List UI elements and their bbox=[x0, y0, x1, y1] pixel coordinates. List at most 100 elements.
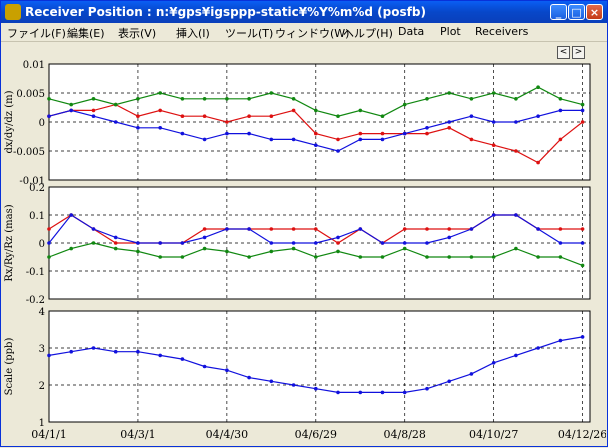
panel-2-series-2-point bbox=[536, 255, 540, 259]
panel-2-series-2-point bbox=[47, 255, 51, 259]
panel-2-series-3-point bbox=[425, 241, 429, 245]
panel-1-series-1-point bbox=[336, 137, 340, 142]
panel-1-series-2-point bbox=[113, 102, 118, 107]
panel-2-series-2-point bbox=[491, 255, 496, 259]
menu-insert[interactable]: 挿入(I) bbox=[176, 27, 210, 40]
panel-1-series-2-point bbox=[336, 114, 340, 118]
panel-1-series-2-point bbox=[380, 114, 385, 118]
menu-view[interactable]: 表示(V) bbox=[118, 27, 157, 40]
panel-1-series-1-point bbox=[558, 137, 563, 142]
panel-3-series-1-point bbox=[158, 353, 162, 358]
title-bar[interactable]: Receiver Position : n:¥gps¥igsppp-static… bbox=[1, 1, 607, 23]
minimize-button[interactable]: _ bbox=[550, 4, 567, 20]
panel-2-series-2-point bbox=[447, 255, 452, 259]
panel-2-series-1-point bbox=[580, 227, 585, 231]
panel-1-series-3-point bbox=[91, 114, 96, 118]
menu-edit[interactable]: 編集(E) bbox=[67, 27, 105, 40]
y-tick-label: 0 bbox=[39, 118, 45, 129]
panel-2-series-3-point bbox=[291, 241, 296, 245]
panel-2-series-3-point bbox=[491, 213, 496, 217]
panel-3-series-1-point bbox=[202, 364, 207, 369]
y-tick-label: 3 bbox=[39, 344, 45, 355]
y-tick-label: 0.01 bbox=[23, 60, 45, 71]
y-tick-label: 0.2 bbox=[29, 183, 45, 194]
panel-1-series-1-point bbox=[158, 108, 162, 113]
panel-1-series-1-point bbox=[269, 114, 274, 118]
menu-window[interactable]: ウィンドウ(W) bbox=[275, 27, 350, 40]
y-tick-label: 0 bbox=[39, 239, 45, 250]
panel-2-series-3-point bbox=[180, 241, 185, 245]
menu-file[interactable]: ファイル(F) bbox=[7, 27, 66, 40]
panel-3-series-1-point bbox=[269, 379, 274, 384]
panel-1-series-2-point bbox=[158, 91, 162, 95]
x-tick-label: 04/8/28 bbox=[384, 428, 426, 441]
panel-2-series-3-point bbox=[580, 241, 585, 245]
panel-2-series-1-point bbox=[202, 227, 207, 231]
menu-help[interactable]: ヘルプ(H) bbox=[343, 27, 393, 40]
menu-data[interactable]: Data bbox=[398, 25, 425, 38]
panel-1-series-2-point bbox=[425, 97, 429, 101]
panel-1-series-1-point bbox=[469, 137, 474, 142]
panel-2-series-3-point bbox=[514, 213, 518, 217]
panel-2-series-2-point bbox=[158, 255, 162, 259]
panel-2-series-2-point bbox=[314, 255, 318, 259]
prev-receiver-button[interactable]: < bbox=[557, 46, 570, 59]
panel-1-series-1-point bbox=[380, 131, 385, 136]
panel-3-series-1-point bbox=[336, 390, 340, 395]
panel-1-series-1-point bbox=[447, 126, 452, 130]
panel-1-series-3-point bbox=[158, 126, 162, 130]
panel-1-ylabel: dx/dy/dz (m) bbox=[4, 90, 15, 153]
panel-2-series-3-point bbox=[336, 235, 340, 240]
panel-2-ylabel: Rx/Ry/Rz (mas) bbox=[4, 204, 15, 281]
panel-1-series-2-point bbox=[69, 102, 73, 107]
panel-2-series-3-point bbox=[91, 227, 96, 231]
panel-1-series-2-point bbox=[580, 102, 585, 107]
maximize-button[interactable]: □ bbox=[568, 4, 585, 20]
panel-1-series-3-point bbox=[514, 120, 518, 124]
panel-1-series-3-point bbox=[469, 114, 474, 118]
y-tick-label: 2 bbox=[39, 381, 45, 392]
panel-1-series-1-point bbox=[536, 160, 540, 165]
panel-1-series-1-point bbox=[314, 131, 318, 136]
panel-2-series-3-point bbox=[225, 227, 229, 231]
panel-3-series-1-point bbox=[514, 353, 518, 358]
panel-3-series-1-point bbox=[469, 372, 474, 376]
menu-plot[interactable]: Plot bbox=[440, 25, 461, 38]
next-receiver-button[interactable]: > bbox=[572, 46, 585, 59]
panel-2-series-3-point bbox=[402, 241, 407, 245]
x-tick-label: 04/6/29 bbox=[295, 428, 337, 441]
panel-2-series-3-point bbox=[113, 235, 118, 240]
panel-2-series-2-point bbox=[225, 249, 229, 254]
panel-1-series-3-point bbox=[314, 143, 318, 147]
panel-1-series-1-point bbox=[91, 108, 96, 113]
menu-receivers[interactable]: Receivers bbox=[475, 25, 529, 38]
panel-1-series-3-point bbox=[580, 108, 585, 113]
window-title: Receiver Position : n:¥gps¥igsppp-static… bbox=[25, 5, 426, 19]
x-tick-label: 04/4/30 bbox=[206, 428, 248, 441]
panel-1-series-3-point bbox=[202, 137, 207, 142]
x-tick-label: 04/3/1 bbox=[120, 428, 155, 441]
panel-2-series-3-point bbox=[536, 227, 540, 231]
plots-svg: 0.01 0.005 0 -0.005 -0.01 dx/dy/dz (m) 0.2 0.1 0… bbox=[4, 60, 607, 441]
panel-1-series-3-point bbox=[247, 131, 251, 136]
y-tick-label: 4 bbox=[39, 307, 45, 318]
panel-1-series-3-point bbox=[269, 137, 274, 142]
panel-1-series-2-point bbox=[491, 91, 496, 95]
panel-3-series-1-point bbox=[291, 383, 296, 387]
panel-2-series-3-point bbox=[358, 227, 363, 231]
panel-3-series-1-point bbox=[47, 353, 51, 358]
panel-2-series-1-point bbox=[269, 227, 274, 231]
panel-1-series-1-point bbox=[247, 114, 251, 118]
panel-1-series-3-point bbox=[447, 120, 452, 124]
menu-tools[interactable]: ツール(T) bbox=[225, 27, 274, 40]
panel-3-series-1-point bbox=[69, 349, 73, 354]
panel-1-series-2-point bbox=[202, 97, 207, 101]
panel-2-series-1-point bbox=[402, 227, 407, 231]
close-button[interactable]: × bbox=[586, 4, 603, 20]
panel-2-series-1-point bbox=[314, 227, 318, 231]
panel-1-series-2-point bbox=[180, 97, 185, 101]
panel-3-series-1-point bbox=[558, 338, 563, 343]
panel-2-series-2-point bbox=[402, 246, 407, 251]
panel-1-series-3-point bbox=[402, 131, 407, 136]
